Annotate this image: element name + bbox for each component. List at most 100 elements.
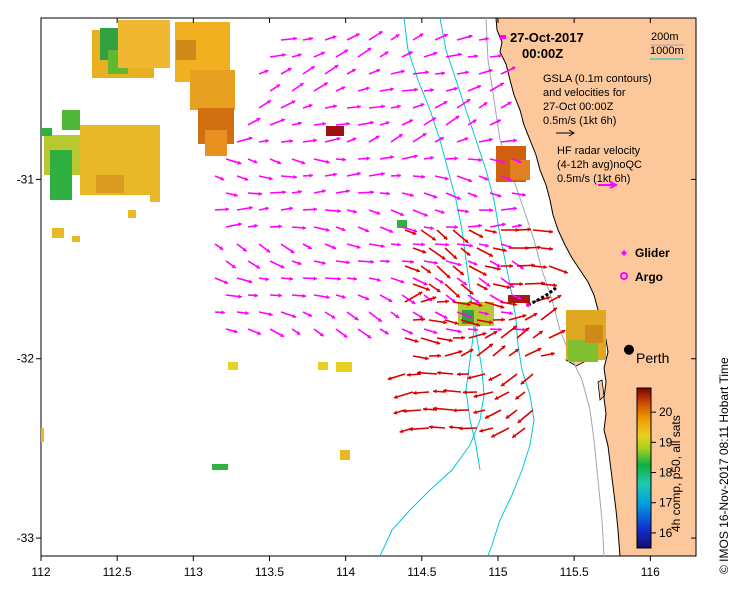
hf-arrow <box>492 247 507 253</box>
gsla-arrow <box>324 243 337 250</box>
hf-arrow <box>412 355 429 361</box>
gsla-arrow <box>467 327 479 332</box>
gsla-arrow <box>412 174 426 179</box>
colorbar <box>636 387 652 549</box>
gsla-arrow <box>489 222 506 228</box>
gsla-arrow <box>258 243 271 254</box>
gsla-arrow <box>511 223 522 228</box>
hf-arrow <box>412 283 431 292</box>
gsla-arrow <box>258 69 269 75</box>
gsla-arrow <box>478 137 493 143</box>
gsla-arrow <box>379 155 394 160</box>
gsla-arrow <box>467 223 483 228</box>
hf-arrow <box>488 373 502 382</box>
gsla-arrow <box>489 53 503 59</box>
hf-arrow <box>444 349 463 357</box>
gsla-arrow <box>302 207 318 212</box>
gsla-arrow <box>335 260 350 265</box>
x-axis: 112 112.5 113 113.5 114 114.5 115 115.5 116 <box>31 18 660 579</box>
gsla-arrow <box>357 328 372 339</box>
hf-arrow <box>462 390 478 395</box>
gsla-arrow <box>225 222 242 228</box>
gsla-arrow <box>214 207 230 212</box>
gsla-arrow <box>302 36 313 41</box>
hf-arrow <box>479 427 494 433</box>
gsla-arrow <box>401 226 418 233</box>
x-tick-label: 112.5 <box>103 565 132 579</box>
hf-arrow <box>458 426 478 431</box>
glider-legend-icon <box>621 250 627 256</box>
gsla-arrow <box>368 68 381 75</box>
gsla-arrow <box>412 103 425 109</box>
gsla-legend-line-2: and velocities for <box>543 87 626 99</box>
gsla-arrow <box>247 223 258 229</box>
gsla-arrow <box>291 260 302 266</box>
hf-arrow <box>484 409 502 419</box>
gsla-arrow <box>478 243 489 248</box>
gsla-arrow <box>236 136 253 143</box>
gsla-arrow <box>445 52 462 58</box>
gsla-arrow <box>302 276 318 281</box>
hf-arrow <box>420 296 437 303</box>
x-tick-label: 114.5 <box>407 565 436 579</box>
gsla-arrow <box>247 117 261 126</box>
perth-label: Perth <box>636 350 669 366</box>
gsla-arrow <box>478 311 489 316</box>
gsla-arrow <box>357 226 370 233</box>
gsla-arrow <box>368 209 381 215</box>
hf-arrow <box>484 265 501 271</box>
gsla-arrow <box>401 87 418 92</box>
hf-arrow <box>452 335 466 340</box>
gsla-arrow <box>335 328 348 339</box>
gsla-arrow <box>478 175 489 181</box>
gsla-arrow <box>412 33 424 41</box>
hf-arrow <box>500 263 514 269</box>
hf-arrow <box>548 294 562 303</box>
hf-legend-line-2: (4-12h avg)noQC <box>557 159 642 171</box>
x-tick-label: 114 <box>336 565 355 579</box>
gsla-arrow <box>500 138 517 143</box>
gsla-arrow <box>313 328 325 337</box>
gsla-legend-arrow-icon <box>556 129 575 137</box>
gsla-arrow <box>401 192 414 198</box>
gsla-arrow <box>379 259 391 264</box>
gsla-arrow <box>247 328 262 336</box>
gsla-arrow <box>456 34 473 41</box>
hf-arrow <box>444 247 458 260</box>
gsla-arrow <box>258 175 273 181</box>
gsla-arrow <box>357 120 374 126</box>
gsla-arrow <box>313 121 327 127</box>
gsla-arrow <box>434 311 448 320</box>
gsla-arrow <box>280 311 297 319</box>
gsla-arrow <box>478 68 493 75</box>
perth-marker <box>623 344 634 355</box>
gsla-arrow <box>412 209 429 217</box>
x-tick-label: 113.5 <box>255 565 284 579</box>
hf-arrow <box>473 391 494 399</box>
hf-arrow <box>444 283 461 299</box>
gsla-arrow <box>302 65 316 75</box>
gsla-arrow <box>401 259 415 264</box>
gsla-arrow <box>258 99 272 109</box>
gsla-arrow <box>346 137 357 143</box>
hf-arrow <box>500 325 518 339</box>
hf-arrow <box>468 301 483 307</box>
hf-arrow <box>548 329 566 339</box>
hf-arrow <box>428 247 446 261</box>
gsla-arrow <box>445 224 459 230</box>
gsla-arrow <box>489 260 501 268</box>
gsla-arrow <box>401 50 414 58</box>
hf-arrow <box>452 408 470 413</box>
gsla-arrow <box>280 174 298 180</box>
gsla-arrow <box>269 83 281 92</box>
hf-legend-arrow-icon <box>598 181 619 189</box>
y-axis: -31 -32 -33 <box>17 172 696 545</box>
gsla-arrow <box>269 190 287 195</box>
gsla-arrow <box>346 68 357 75</box>
gsla-arrow <box>346 33 360 41</box>
hf-arrow <box>402 408 422 414</box>
gsla-arrow <box>313 260 326 265</box>
gsla-arrow <box>346 311 359 321</box>
gsla-arrow <box>357 294 370 301</box>
gsla-arrow <box>423 328 438 335</box>
